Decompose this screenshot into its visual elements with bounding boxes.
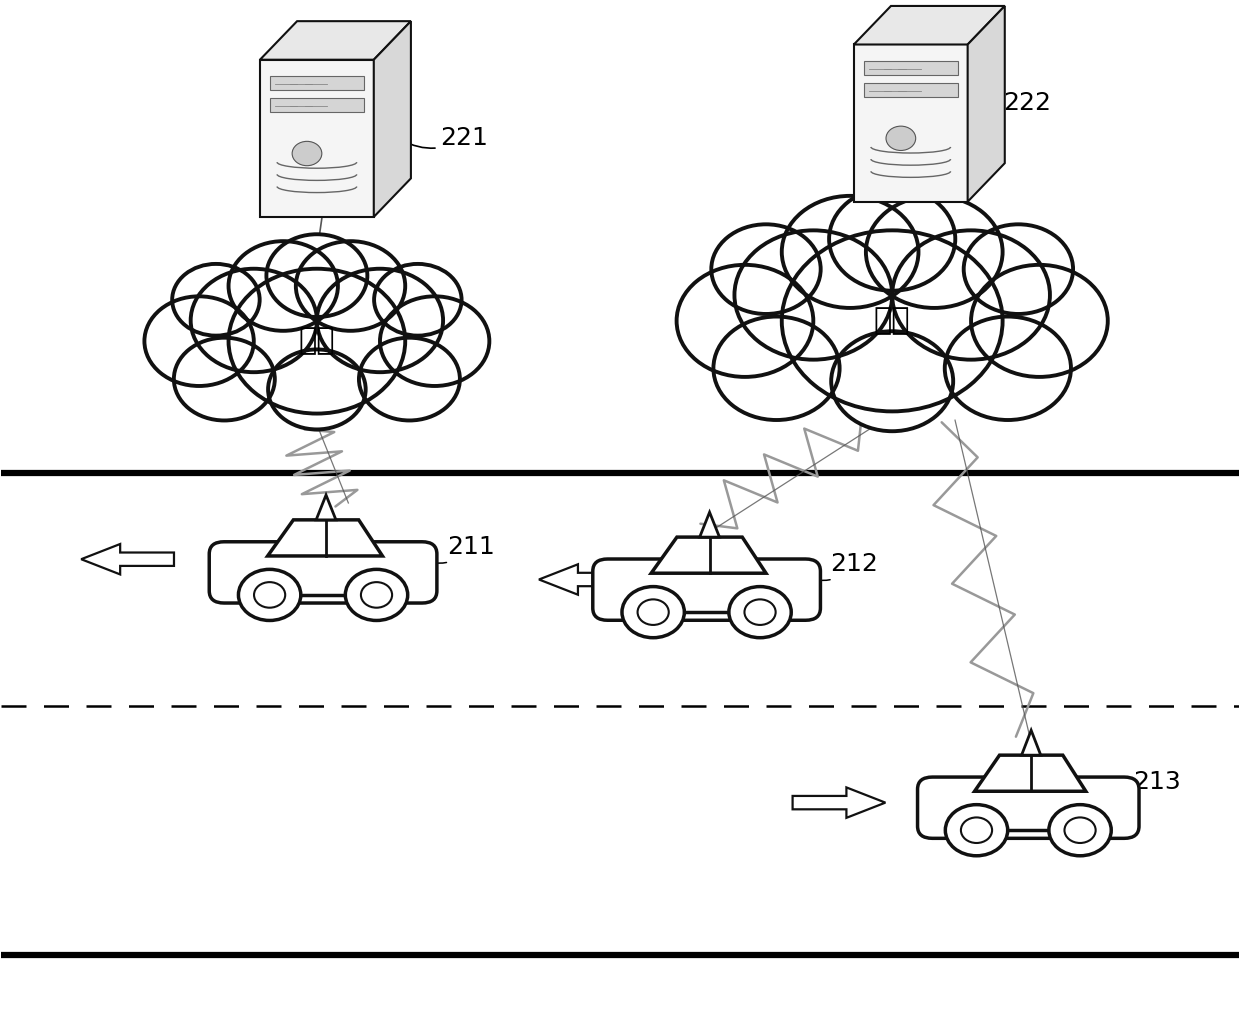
Circle shape [893, 230, 1050, 360]
Circle shape [293, 141, 322, 166]
FancyBboxPatch shape [270, 99, 363, 113]
Polygon shape [792, 787, 885, 818]
Circle shape [268, 350, 366, 429]
Circle shape [971, 264, 1107, 377]
Circle shape [831, 332, 954, 431]
Polygon shape [967, 6, 1004, 201]
Circle shape [228, 268, 405, 414]
Circle shape [945, 316, 1071, 420]
Circle shape [781, 196, 919, 308]
Polygon shape [81, 544, 174, 575]
Circle shape [945, 804, 1008, 855]
FancyBboxPatch shape [593, 559, 821, 620]
Circle shape [713, 316, 839, 420]
Text: 网络: 网络 [299, 326, 335, 356]
Polygon shape [268, 520, 382, 556]
Circle shape [866, 196, 1003, 308]
Circle shape [712, 225, 821, 314]
FancyBboxPatch shape [918, 777, 1140, 838]
Circle shape [887, 126, 915, 151]
Circle shape [191, 268, 317, 372]
Text: 网络: 网络 [874, 306, 910, 336]
Polygon shape [260, 21, 410, 60]
Circle shape [961, 818, 992, 843]
Polygon shape [1022, 730, 1040, 756]
Circle shape [345, 570, 408, 620]
Polygon shape [854, 6, 1004, 45]
FancyBboxPatch shape [260, 60, 373, 217]
Circle shape [238, 570, 301, 620]
Polygon shape [699, 513, 719, 537]
Circle shape [677, 264, 813, 377]
FancyBboxPatch shape [210, 542, 436, 603]
Circle shape [637, 599, 668, 624]
Circle shape [734, 230, 893, 360]
Polygon shape [373, 21, 410, 217]
Text: 221: 221 [401, 126, 489, 151]
Circle shape [374, 263, 461, 336]
Polygon shape [975, 756, 1086, 791]
Text: 211: 211 [432, 535, 495, 563]
Circle shape [830, 187, 955, 291]
Text: 212: 212 [815, 552, 878, 581]
Text: 213: 213 [1132, 770, 1182, 797]
Polygon shape [539, 564, 631, 595]
Circle shape [361, 582, 392, 608]
FancyBboxPatch shape [864, 61, 957, 75]
FancyBboxPatch shape [270, 76, 363, 91]
Circle shape [172, 263, 259, 336]
Circle shape [228, 241, 339, 331]
Polygon shape [651, 537, 766, 574]
Circle shape [963, 225, 1073, 314]
Circle shape [296, 241, 405, 331]
Circle shape [622, 587, 684, 638]
Circle shape [174, 338, 275, 420]
Circle shape [267, 234, 367, 317]
Circle shape [781, 230, 1003, 412]
Circle shape [729, 587, 791, 638]
Circle shape [144, 296, 254, 386]
FancyBboxPatch shape [854, 45, 967, 201]
Text: 222: 222 [982, 91, 1052, 116]
Circle shape [1049, 804, 1111, 855]
Circle shape [254, 582, 285, 608]
Circle shape [379, 296, 490, 386]
Polygon shape [316, 495, 336, 520]
Circle shape [317, 268, 443, 372]
Circle shape [358, 338, 460, 420]
Circle shape [1064, 818, 1096, 843]
FancyBboxPatch shape [864, 83, 957, 98]
Circle shape [744, 599, 776, 624]
